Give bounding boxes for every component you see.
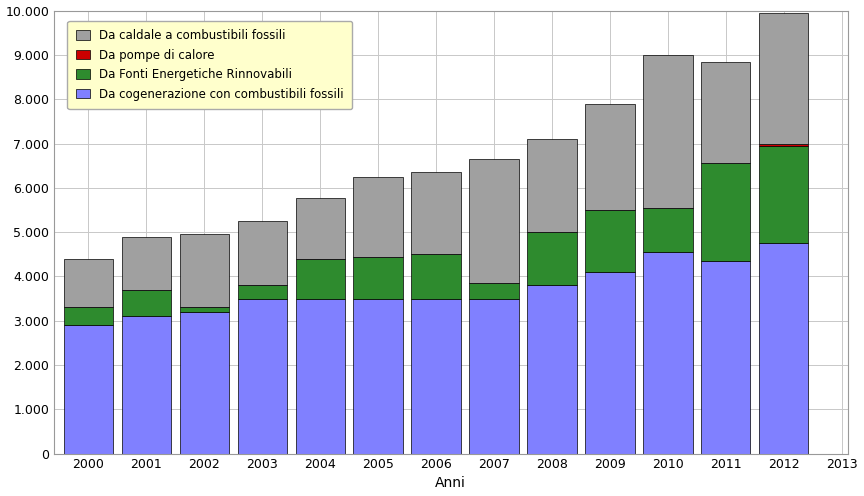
Bar [353, 256, 403, 299]
Bar [411, 254, 461, 299]
Legend: Da caldale a combustibili fossili, Da pompe di calore, Da Fonti Energetiche Rinn: Da caldale a combustibili fossili, Da po… [67, 21, 353, 109]
Bar [122, 237, 171, 290]
Bar [469, 283, 518, 299]
Bar [64, 325, 113, 454]
Bar [122, 290, 171, 316]
Bar [295, 259, 345, 299]
Bar [411, 172, 461, 254]
Bar [64, 259, 113, 308]
Bar [527, 139, 576, 232]
Bar [643, 208, 693, 252]
Bar [759, 13, 809, 143]
Bar [180, 308, 229, 312]
Bar [527, 232, 576, 285]
Bar [238, 221, 287, 285]
Bar [295, 299, 345, 454]
Bar [759, 143, 809, 146]
Bar [585, 210, 634, 272]
Bar [759, 243, 809, 454]
Bar [353, 177, 403, 256]
Bar [238, 299, 287, 454]
Bar [295, 197, 345, 259]
Bar [643, 55, 693, 208]
Bar [702, 164, 751, 261]
Bar [238, 285, 287, 299]
Bar [122, 316, 171, 454]
Bar [643, 252, 693, 454]
Bar [353, 299, 403, 454]
Bar [585, 104, 634, 210]
Bar [469, 299, 518, 454]
Bar [180, 312, 229, 454]
X-axis label: Anni: Anni [435, 477, 466, 491]
Bar [759, 146, 809, 243]
Bar [585, 272, 634, 454]
Bar [469, 159, 518, 283]
Bar [180, 234, 229, 308]
Bar [411, 299, 461, 454]
Bar [702, 261, 751, 454]
Bar [527, 285, 576, 454]
Bar [64, 308, 113, 325]
Bar [702, 62, 751, 164]
